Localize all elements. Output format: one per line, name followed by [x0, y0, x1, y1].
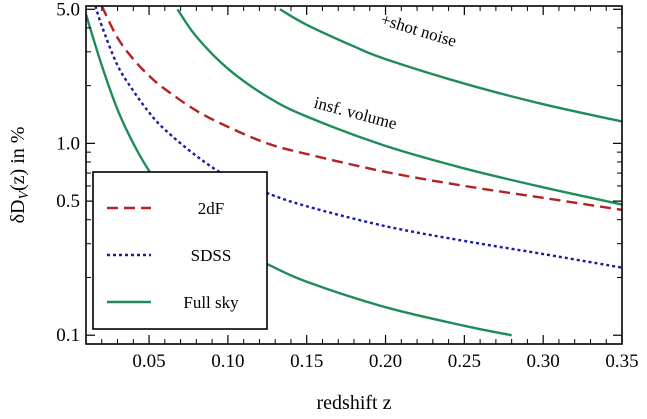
y-tick-label: 0.5: [56, 191, 80, 212]
x-tick-label: 0.20: [369, 351, 402, 372]
ticks-layer: 0.05 0.10 0.15 0.20 0.25 0.30 0.35 0.1 0.5 1.0 5.0: [56, 0, 638, 372]
series-line-shot-curve: [279, 8, 622, 123]
legend-box: [92, 171, 268, 330]
x-tick-label: 0.15: [290, 351, 323, 372]
legend-label-2df: 2dF: [198, 199, 224, 218]
y-axis-label: δDV(z) in %: [7, 127, 32, 224]
y-tick-label: 0.1: [56, 325, 80, 346]
x-axis-label: redshift z: [317, 392, 392, 414]
x-tick-label: 0.35: [605, 351, 638, 372]
legend-label-full-sky: Full sky: [183, 293, 239, 312]
series-line-insf-curve: [176, 8, 622, 206]
series-line-sdss: [94, 6, 622, 269]
x-tick-label: 0.25: [448, 351, 481, 372]
x-tick-label: 0.30: [527, 351, 560, 372]
legend: 2dF SDSS Full sky: [92, 171, 268, 330]
y-tick-label: 1.0: [56, 133, 80, 154]
legend-label-sdss: SDSS: [191, 246, 232, 265]
x-tick-label: 0.05: [132, 351, 165, 372]
x-tick-label: 0.10: [211, 351, 244, 372]
y-tick-label: 5.0: [56, 0, 80, 20]
series-line-2df: [100, 6, 622, 212]
